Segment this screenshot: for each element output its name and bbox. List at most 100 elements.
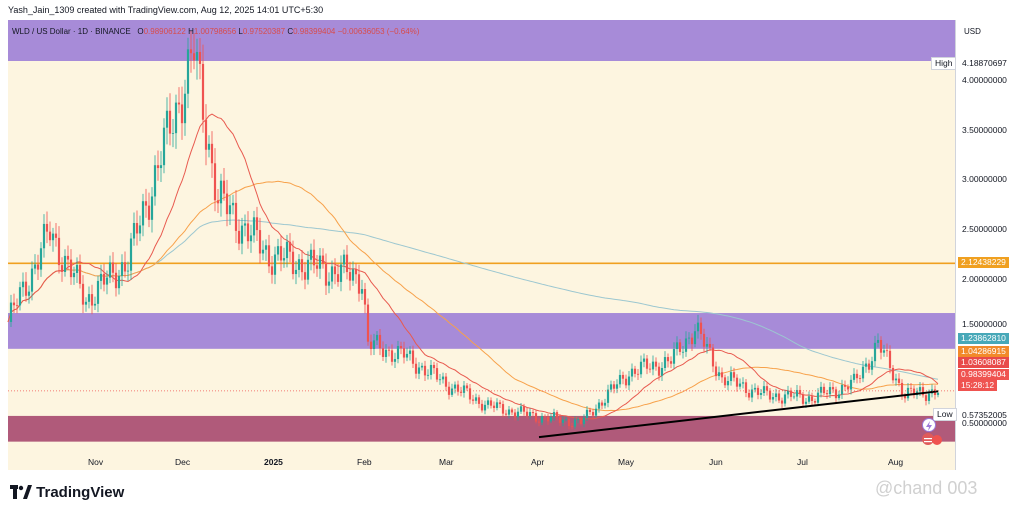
candle-body xyxy=(438,379,442,381)
candle-body xyxy=(246,223,250,242)
candle-body xyxy=(495,402,499,408)
candle-body xyxy=(885,350,889,352)
candle xyxy=(471,394,475,405)
candle-body xyxy=(891,367,895,381)
lightning-icon[interactable] xyxy=(922,418,936,432)
candle xyxy=(801,392,805,408)
candle xyxy=(777,390,781,404)
candle xyxy=(393,352,397,369)
candle-body xyxy=(717,372,721,377)
candle xyxy=(258,217,262,264)
candle-body xyxy=(369,341,373,350)
candle xyxy=(342,249,346,274)
candle-body xyxy=(366,304,370,342)
calendar-event-icon[interactable] xyxy=(932,435,942,445)
candle-body xyxy=(402,348,406,358)
candle xyxy=(285,234,289,268)
candle-body xyxy=(63,255,67,272)
candle-body xyxy=(756,387,760,395)
candle-body xyxy=(789,390,793,397)
time-label-jun: Jun xyxy=(709,457,723,467)
candle-body xyxy=(546,417,550,422)
candle-body xyxy=(357,274,361,294)
candle-body xyxy=(540,416,544,423)
candle-body xyxy=(183,93,187,124)
candle xyxy=(687,332,691,345)
candle-body xyxy=(675,342,679,350)
candle xyxy=(579,416,583,426)
candle xyxy=(735,374,739,392)
candle-body xyxy=(93,303,97,306)
candle xyxy=(444,373,448,391)
candle-body xyxy=(297,259,301,270)
zone-band-0 xyxy=(8,313,955,349)
candle xyxy=(762,380,766,396)
candle xyxy=(195,38,199,80)
candle-body xyxy=(738,383,742,387)
candle-body xyxy=(240,225,244,244)
support-trendline xyxy=(538,390,939,439)
candle-body xyxy=(678,342,682,352)
candle-body xyxy=(9,302,13,322)
candle-body xyxy=(624,378,628,386)
candle-body xyxy=(576,419,580,420)
candle xyxy=(750,384,754,403)
candle-body xyxy=(882,350,886,353)
candle xyxy=(240,217,244,255)
candle xyxy=(669,356,673,369)
candle xyxy=(138,215,142,242)
candle xyxy=(78,254,82,289)
price-axis[interactable] xyxy=(955,20,1024,470)
candle xyxy=(498,399,502,409)
candle-body xyxy=(648,368,652,370)
candle xyxy=(564,416,568,422)
candle-body xyxy=(153,165,157,197)
flag-icon[interactable] xyxy=(922,433,934,445)
candle xyxy=(450,383,454,398)
candle-body xyxy=(432,364,436,369)
candle-body xyxy=(291,251,295,275)
candle-body xyxy=(15,305,19,307)
candle-body xyxy=(408,350,412,354)
candle-body xyxy=(69,259,73,278)
low-tag-label: Low xyxy=(933,408,957,421)
candle xyxy=(534,410,538,424)
candle-body xyxy=(810,396,814,401)
candle-body xyxy=(816,392,820,403)
candle xyxy=(528,408,532,420)
candle-body xyxy=(573,419,577,427)
candle xyxy=(657,362,661,381)
candle-body xyxy=(54,233,58,238)
candle xyxy=(570,422,574,430)
candle-body xyxy=(57,237,61,266)
candle xyxy=(237,219,241,251)
candle-body xyxy=(567,419,571,427)
candle-body xyxy=(870,361,874,370)
candle xyxy=(639,355,643,378)
open-key: O xyxy=(137,27,144,36)
candle-body xyxy=(831,387,835,390)
candle xyxy=(201,44,205,133)
candle-body xyxy=(786,390,790,395)
ma-mid-line xyxy=(7,180,939,412)
brand-name: TradingView xyxy=(36,484,125,501)
candle xyxy=(501,400,505,418)
candle-body xyxy=(243,223,247,226)
candle-body xyxy=(423,365,427,376)
candle xyxy=(372,333,376,356)
candle xyxy=(624,374,628,389)
candle-body xyxy=(855,373,859,379)
tradingview-logo[interactable]: TradingView xyxy=(10,484,124,501)
candle xyxy=(459,386,463,397)
candle xyxy=(411,345,415,369)
candle-body xyxy=(579,419,583,424)
candle xyxy=(321,248,325,269)
high-value: 1.00798656 xyxy=(193,27,237,36)
candle-body xyxy=(657,366,661,376)
candle xyxy=(93,296,97,311)
candle-body xyxy=(360,289,364,294)
candle xyxy=(711,343,715,373)
candle xyxy=(213,148,217,212)
